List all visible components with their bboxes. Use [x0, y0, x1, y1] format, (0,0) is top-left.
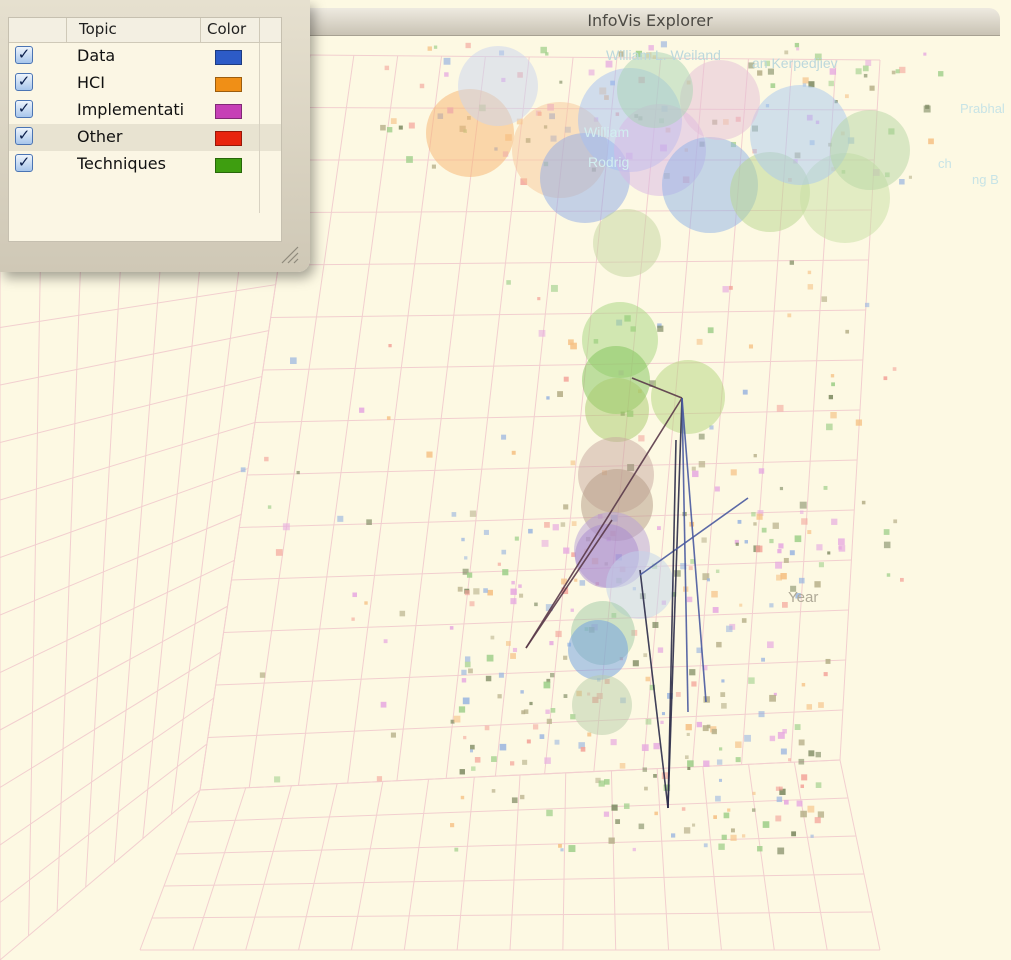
topic-label: HCI	[77, 73, 105, 92]
topic-checkbox-implementation[interactable]: ✓	[15, 100, 33, 118]
author-label: ch	[938, 156, 952, 171]
author-label: Rodrig	[588, 154, 629, 170]
author-label: ng B	[972, 172, 999, 187]
author-labels: William L. Weiland an Kerpedjiev William…	[584, 47, 1005, 187]
legend-row-other[interactable]: ✓ Other	[9, 124, 281, 151]
legend-row-hci[interactable]: ✓ HCI	[9, 70, 281, 97]
author-bubbles	[426, 46, 910, 735]
coauthor-links	[525, 377, 749, 809]
topic-legend-panel[interactable]: Topic Color ✓ Data ✓ HCI ✓ Implementati	[0, 0, 310, 272]
topic-checkbox-data[interactable]: ✓	[15, 46, 33, 64]
author-label: William L. Weiland	[606, 47, 721, 63]
window-title: InfoVis Explorer	[587, 11, 713, 30]
color-swatch[interactable]	[215, 77, 242, 92]
legend-row-implementation[interactable]: ✓ Implementati	[9, 97, 281, 124]
year-axis-label: Year	[788, 589, 818, 606]
window-titlebar[interactable]: InfoVis Explorer	[300, 8, 1000, 36]
column-divider	[66, 18, 67, 42]
topic-checkbox-other[interactable]: ✓	[15, 127, 33, 145]
topic-label: Other	[77, 127, 123, 146]
color-swatch[interactable]	[215, 104, 242, 119]
column-divider	[259, 43, 260, 213]
legend-header: Topic Color	[9, 18, 281, 43]
legend-row-data[interactable]: ✓ Data	[9, 43, 281, 70]
color-swatch[interactable]	[215, 50, 242, 65]
topic-label: Data	[77, 46, 116, 65]
column-divider	[259, 18, 260, 42]
color-swatch[interactable]	[215, 158, 242, 173]
resize-grip-icon[interactable]	[278, 243, 300, 265]
topic-checkbox-hci[interactable]: ✓	[15, 73, 33, 91]
author-label: Prabhal	[960, 101, 1005, 116]
column-divider	[200, 18, 201, 42]
floor-grid	[139, 759, 881, 951]
topic-label: Techniques	[77, 154, 166, 173]
topic-checkbox-techniques[interactable]: ✓	[15, 154, 33, 172]
color-column-header[interactable]: Color	[207, 20, 247, 38]
author-label: an Kerpedjiev	[752, 55, 838, 71]
legend-row-techniques[interactable]: ✓ Techniques	[9, 151, 281, 178]
color-swatch[interactable]	[215, 131, 242, 146]
topic-label: Implementati	[77, 100, 185, 119]
topic-legend-table: Topic Color ✓ Data ✓ HCI ✓ Implementati	[8, 17, 282, 242]
author-label: William	[584, 124, 629, 140]
topic-column-header[interactable]: Topic	[79, 20, 117, 38]
